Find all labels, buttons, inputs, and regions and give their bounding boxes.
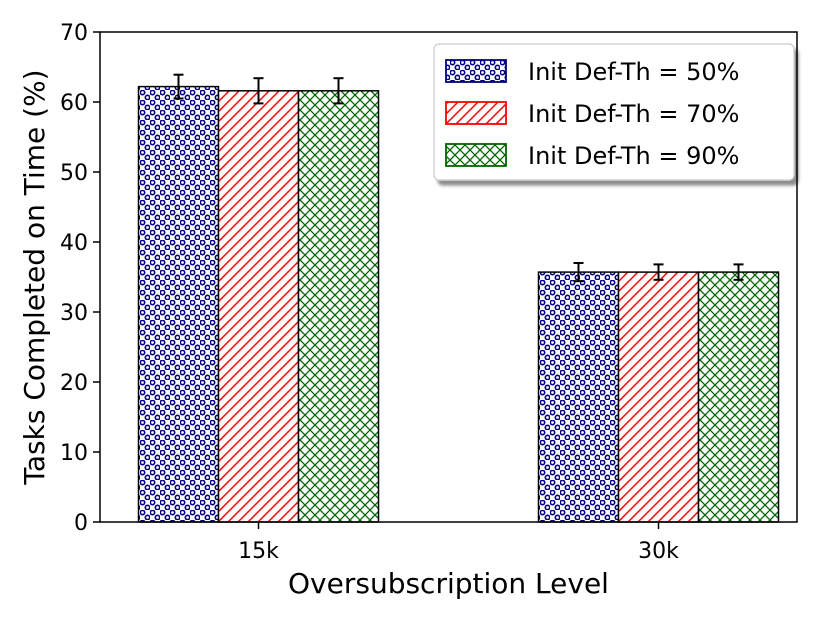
error-bars-layer [173, 73, 744, 283]
x-tick-label: 15k [238, 539, 279, 564]
bar-30k-series-2 [617, 271, 700, 523]
legend-box [433, 43, 795, 181]
bar-15k-series-1 [137, 85, 220, 523]
bar-30k-series-3 [697, 271, 780, 523]
legend-label: Init Def-Th = 70% [528, 100, 739, 128]
y-tick-label: 40 [60, 231, 88, 256]
bar-15k-series-3 [297, 90, 380, 523]
y-tick-label: 70 [60, 21, 88, 46]
y-tick-label: 0 [74, 511, 88, 536]
y-tick-label: 50 [60, 161, 88, 186]
legend: Init Def-Th = 50% Init Def-Th = 70% Init D… [433, 43, 795, 181]
x-axis-label: Oversubscription Level [288, 567, 609, 600]
y-tick-label: 20 [60, 371, 88, 396]
legend-swatch [445, 59, 507, 83]
bar-30k-series-1 [537, 271, 620, 523]
y-axis: 0 10 20 30 40 50 60 70 [60, 21, 100, 536]
y-tick-label: 60 [60, 91, 88, 116]
x-tick-label: 30k [638, 539, 679, 564]
bar-15k-series-2 [217, 90, 300, 523]
legend-label: Init Def-Th = 90% [528, 142, 739, 170]
legend-label: Init Def-Th = 50% [528, 58, 739, 86]
plot-frame [99, 31, 798, 523]
legend-swatch [445, 101, 507, 125]
x-axis: 15k 30k [238, 522, 679, 564]
y-tick-label: 30 [60, 301, 88, 326]
y-tick-label: 10 [60, 441, 88, 466]
legend-swatch [445, 143, 507, 167]
y-axis-label: Tasks Completed on Time (%) [18, 69, 51, 485]
